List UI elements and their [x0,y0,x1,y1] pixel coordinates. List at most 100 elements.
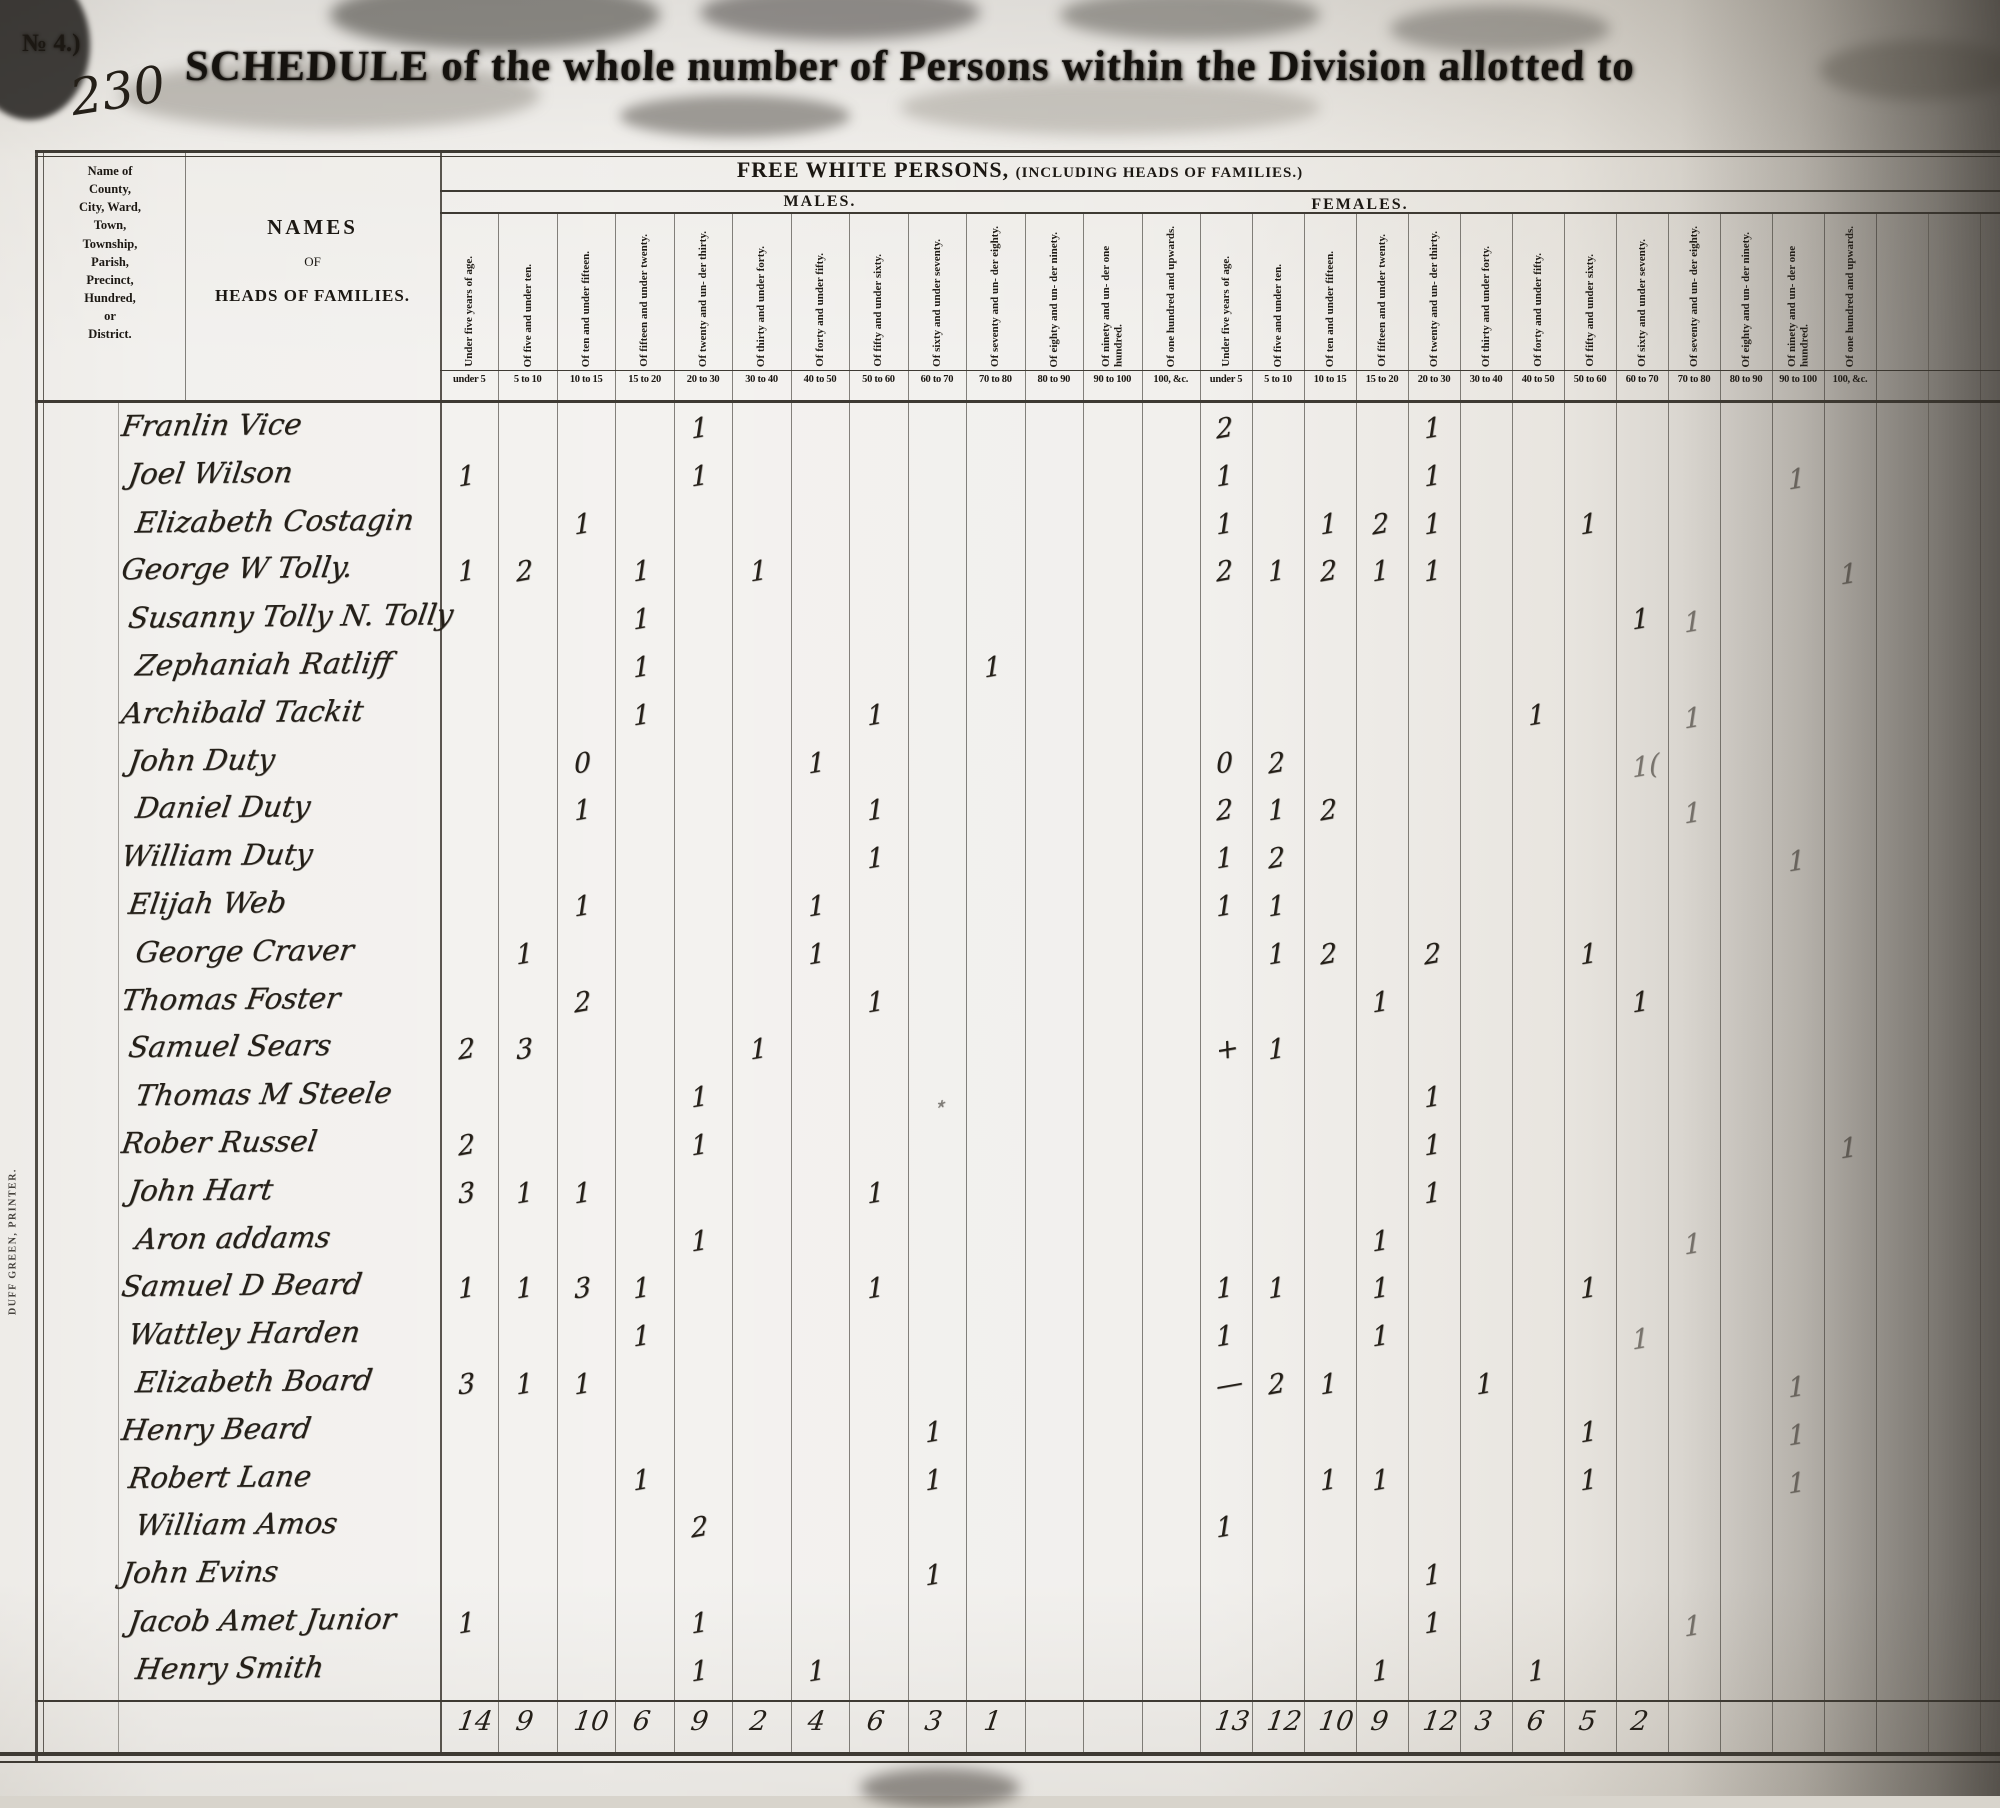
form-number-label: № 4.) [22,30,81,57]
age-column-header-female-0: Under five years of age. [1219,256,1232,367]
column-total-male: 6 [630,1706,653,1737]
head-of-family-name: Wattley Harden [126,1314,363,1352]
tally-mark-male: 3 [515,1032,534,1068]
tally-mark-male: 1 [515,1176,534,1211]
age-column-header-male-0: Under five years of age. [463,256,476,367]
tally-mark-female: 1 [1475,1367,1494,1402]
tally-mark-female: 1 [1267,937,1286,972]
age-range-label-male-8: 60 to 70 [920,374,954,385]
tally-mark-female: 1 [1423,411,1442,446]
age-range-label-female-5: 30 to 40 [1469,374,1503,385]
tally-mark-male: 1 [690,459,709,494]
age-range-label-male-9: 70 to 80 [979,374,1012,385]
tally-mark-female: 1 [1371,1223,1390,1259]
age-range-label-female-10: 80 to 90 [1729,374,1763,385]
rule-line [0,1752,2000,1756]
tally-mark-male: 1 [515,937,534,972]
column-total-female: 2 [1628,1706,1650,1737]
age-column-header-male-12: Of one hundred and upwards. [1164,225,1177,367]
age-range-label-male-10: 80 to 90 [1037,374,1071,385]
border-line [35,150,38,1762]
males-section-header: MALES. [783,193,857,210]
tally-mark-male: 1 [749,1032,768,1068]
tally-mark-female: 1 [1579,1271,1598,1307]
age-range-label-female-2: 10 to 15 [1313,374,1347,385]
age-range-label-female-1: 5 to 10 [1264,374,1292,385]
tally-mark-male: 2 [515,554,534,590]
age-column-header-female-11: Of ninety and un- der one hundred. [1785,245,1810,367]
scan-smudge [700,0,980,40]
tally-mark-female: 1 [1267,1032,1286,1068]
tally-mark-male: 2 [690,1510,709,1546]
tally-mark-female: 2 [1215,411,1234,446]
tally-mark-male: 0 [574,745,593,781]
column-total-male: 14 [455,1706,495,1737]
age-column-header-female-3: Of fifteen and under twenty. [1375,234,1388,367]
column-line [1824,212,1825,1752]
rule-line [35,400,2000,403]
head-of-family-name: Elizabeth Board [133,1362,375,1400]
column-line [732,212,734,1752]
tally-mark-female: 1 [1423,459,1442,494]
column-line [907,212,909,1752]
tally-mark-female: 1 [1423,1080,1442,1115]
age-column-header-male-10: Of eighty and un- der ninety. [1047,231,1060,368]
column-line [1980,212,1981,1752]
tally-mark-male: 1 [690,1223,709,1259]
column-line [1141,212,1143,1752]
stray-mark: 1 [1787,1370,1806,1405]
tally-mark-female: 1 [1579,937,1598,972]
column-line [1083,212,1085,1752]
females-section-header: FEMALES. [1311,196,1409,213]
tally-mark-female: 2 [1423,937,1442,972]
column-line [556,212,558,1752]
head-of-family-name: Elijah Web [126,885,289,921]
column-total-female: 12 [1420,1706,1460,1737]
stray-mark: 1 [1839,1131,1858,1166]
age-column-header-male-5: Of thirty and under forty. [755,245,768,367]
tally-mark-male: 1 [632,554,651,590]
tally-mark-male: 1 [749,554,768,590]
column-line [615,212,617,1752]
age-range-label-female-0: under 5 [1209,374,1243,385]
stray-mark: 1 [1683,1226,1702,1262]
head-of-family-name: George Craver [133,932,357,969]
tally-mark-male: 1 [632,1319,651,1354]
column-total-male: 4 [806,1706,828,1737]
tally-mark-male: 1 [690,1128,709,1163]
age-column-header-female-8: Of sixty and under seventy. [1635,239,1648,367]
tally-mark-female: 1 [1371,1462,1390,1498]
age-column-header-male-11: Of ninety and un- der one hundred. [1099,245,1125,367]
scan-smudge [1060,0,1320,40]
column-line [849,212,851,1752]
head-of-family-name: Joel Wilson [126,454,296,491]
column-line [1199,212,1201,1752]
head-of-family-name: John Hart [126,1172,276,1208]
column-line [790,212,792,1752]
stray-mark: 1 [1631,1322,1650,1357]
age-range-label-female-8: 60 to 70 [1625,374,1659,385]
column-line [1616,212,1617,1752]
head-of-family-name: Henry Beard [119,1410,314,1447]
age-range-label-male-4: 20 to 30 [686,374,720,385]
tally-mark-male: 1 [574,506,593,542]
age-range-label-female-12: 100, &c. [1832,374,1868,385]
border-line [43,150,44,1752]
head-of-family-name: Susanny Tolly N. Tolly [126,597,456,635]
rule-line [35,1700,2000,1702]
age-column-header-male-2: Of ten and under fifteen. [579,250,592,367]
head-of-family-name: Jacob Amet Junior [126,1601,399,1639]
head-of-family-name: Archibald Tackit [119,693,366,731]
column-line [966,212,968,1752]
names-header-line1: NAMES [267,215,358,239]
tally-mark-male: 1 [807,937,826,972]
tally-mark-female: 1 [1215,459,1234,494]
tally-mark-male: 1 [632,602,651,637]
tally-mark-male: 1 [690,1080,709,1115]
age-range-label-male-2: 10 to 15 [569,374,603,385]
tally-mark-female: 2 [1267,1367,1286,1402]
age-column-header-female-2: Of ten and under fifteen. [1323,250,1336,367]
tally-mark-male: 1 [807,889,826,924]
head-of-family-name: Zephaniah Ratliff [133,645,395,683]
